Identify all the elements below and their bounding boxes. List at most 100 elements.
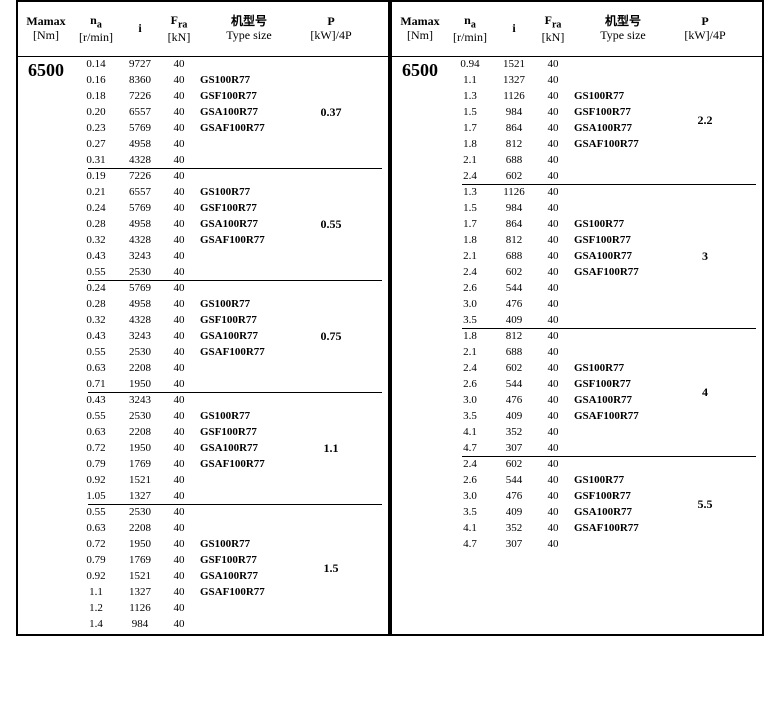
cell: 2.4 bbox=[448, 362, 492, 374]
cell: 2.4 bbox=[448, 170, 492, 182]
cell: GS100R77 bbox=[196, 298, 302, 310]
p-cell: 0.55 bbox=[302, 168, 360, 280]
cell: 40 bbox=[162, 442, 196, 454]
cell: 2208 bbox=[118, 426, 162, 438]
page: Mamax[Nm]na[r/min]iFra[kN]机型号Type sizeP[… bbox=[0, 0, 780, 702]
header-cell: P[kW]/4P bbox=[676, 2, 734, 56]
cell: 1769 bbox=[118, 458, 162, 470]
p-cell: 4 bbox=[676, 328, 734, 456]
cell: 40 bbox=[162, 378, 196, 390]
cell: 40 bbox=[162, 90, 196, 102]
header-cell: i bbox=[492, 2, 536, 56]
cell: 40 bbox=[536, 378, 570, 390]
cell: 0.23 bbox=[74, 122, 118, 134]
cell: 40 bbox=[536, 202, 570, 214]
cell: 2.4 bbox=[448, 266, 492, 278]
cell: 40 bbox=[536, 58, 570, 70]
cell: 40 bbox=[162, 298, 196, 310]
cell: GS100R77 bbox=[196, 410, 302, 422]
header-cell: Fra[kN] bbox=[162, 2, 196, 56]
cell: 40 bbox=[536, 282, 570, 294]
cell: 1521 bbox=[118, 570, 162, 582]
cell: 40 bbox=[162, 506, 196, 518]
cell: 4328 bbox=[118, 314, 162, 326]
cell: 0.63 bbox=[74, 522, 118, 534]
cell: 2530 bbox=[118, 346, 162, 358]
cell: GSA100R77 bbox=[196, 218, 302, 230]
cell: 40 bbox=[536, 490, 570, 502]
cell: 40 bbox=[536, 362, 570, 374]
cell: GSAF100R77 bbox=[570, 410, 676, 422]
cell: 2.1 bbox=[448, 250, 492, 262]
cell: 7226 bbox=[118, 90, 162, 102]
cell: 40 bbox=[162, 538, 196, 550]
cell: 40 bbox=[162, 250, 196, 262]
cell: 2208 bbox=[118, 362, 162, 374]
cell: GS100R77 bbox=[196, 538, 302, 550]
cell: GSAF100R77 bbox=[196, 234, 302, 246]
cell: 3243 bbox=[118, 250, 162, 262]
cell: 2.1 bbox=[448, 154, 492, 166]
cell: GSA100R77 bbox=[196, 442, 302, 454]
cell: 0.32 bbox=[74, 314, 118, 326]
cell: 40 bbox=[536, 106, 570, 118]
header-cell: 机型号Type size bbox=[570, 2, 676, 56]
cell: 0.14 bbox=[74, 58, 118, 70]
cell: GSA100R77 bbox=[196, 570, 302, 582]
cell: 4.1 bbox=[448, 522, 492, 534]
cell: 2530 bbox=[118, 410, 162, 422]
cell: 4.7 bbox=[448, 442, 492, 454]
cell: 40 bbox=[536, 458, 570, 470]
header-cell: Fra[kN] bbox=[536, 2, 570, 56]
cell: 409 bbox=[492, 410, 536, 422]
cell: 40 bbox=[162, 170, 196, 182]
cell: 0.18 bbox=[74, 90, 118, 102]
cell: 0.63 bbox=[74, 426, 118, 438]
cell: 476 bbox=[492, 394, 536, 406]
cell: 40 bbox=[162, 618, 196, 630]
cell: 40 bbox=[536, 186, 570, 198]
cell: 0.79 bbox=[74, 554, 118, 566]
cell: 4958 bbox=[118, 298, 162, 310]
cell: 40 bbox=[536, 522, 570, 534]
cell: 0.71 bbox=[74, 378, 118, 390]
cell: 1950 bbox=[118, 378, 162, 390]
cell: 544 bbox=[492, 474, 536, 486]
header-cell: i bbox=[118, 2, 162, 56]
cell: 40 bbox=[162, 122, 196, 134]
cell: 688 bbox=[492, 346, 536, 358]
cell: 476 bbox=[492, 490, 536, 502]
cell: 984 bbox=[118, 618, 162, 630]
cell: 352 bbox=[492, 426, 536, 438]
cell: 0.24 bbox=[74, 282, 118, 294]
cell: 1.05 bbox=[74, 490, 118, 502]
cell: GS100R77 bbox=[196, 74, 302, 86]
cell: GSF100R77 bbox=[570, 106, 676, 118]
cell: 4328 bbox=[118, 234, 162, 246]
cell: 1.8 bbox=[448, 330, 492, 342]
cell: 40 bbox=[536, 138, 570, 150]
cell: 0.72 bbox=[74, 442, 118, 454]
cell: 0.43 bbox=[74, 330, 118, 342]
cell: 40 bbox=[162, 602, 196, 614]
cell: 40 bbox=[536, 122, 570, 134]
cell: 1126 bbox=[492, 186, 536, 198]
cell: GSAF100R77 bbox=[196, 458, 302, 470]
cell: 409 bbox=[492, 314, 536, 326]
cell: GSAF100R77 bbox=[196, 122, 302, 134]
cell: 40 bbox=[536, 90, 570, 102]
header-cell: Mamax[Nm] bbox=[18, 2, 74, 56]
cell: 307 bbox=[492, 538, 536, 550]
cell: 1.7 bbox=[448, 122, 492, 134]
cell: 6557 bbox=[118, 106, 162, 118]
cell: 0.43 bbox=[74, 250, 118, 262]
cell: 0.24 bbox=[74, 202, 118, 214]
cell: GSAF100R77 bbox=[570, 138, 676, 150]
header-cell: na[r/min] bbox=[448, 2, 492, 56]
cell: 2530 bbox=[118, 266, 162, 278]
cell: 40 bbox=[162, 154, 196, 166]
cell: 4.1 bbox=[448, 426, 492, 438]
cell: GS100R77 bbox=[570, 218, 676, 230]
p-cell: 1.1 bbox=[302, 392, 360, 504]
cell: 40 bbox=[162, 362, 196, 374]
